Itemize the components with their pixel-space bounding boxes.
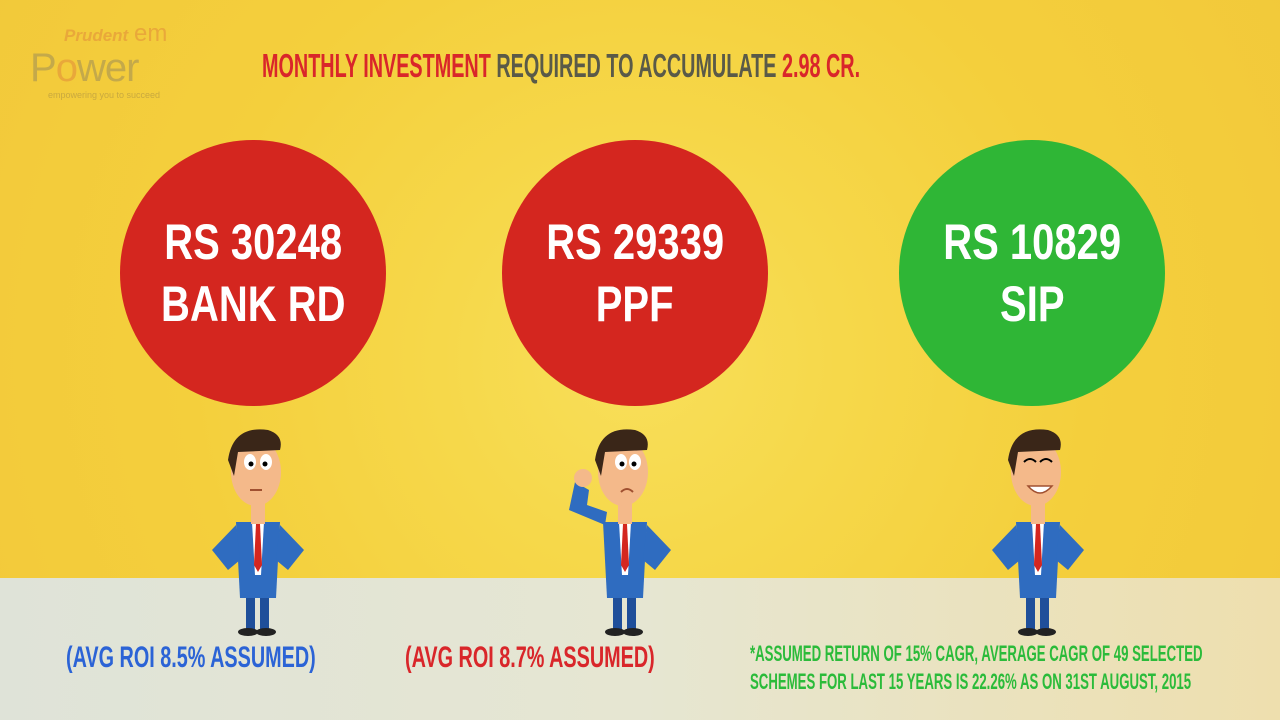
logo-text: Power	[30, 46, 139, 90]
option-name: SIP	[999, 276, 1065, 332]
amount: RS 30248	[164, 214, 342, 270]
ppf-roi-note: (AVG ROI 8.7% ASSUMED)	[405, 641, 655, 674]
logo-tagline: empowering you to succeed	[48, 90, 161, 100]
man-confused-illustration	[569, 429, 671, 636]
option-name: BANK RD	[160, 276, 346, 332]
man-happy-illustration	[992, 429, 1084, 636]
amount: RS 29339	[546, 214, 724, 270]
bank-rd-roi-note: (AVG ROI 8.5% ASSUMED)	[66, 641, 316, 674]
amount: RS 10829	[943, 214, 1121, 270]
page-title: MONTHLY INVESTMENT REQUIRED TO ACCUMULAT…	[262, 47, 861, 84]
ppf-circle: RS 29339 PPF	[502, 140, 768, 406]
ground-band	[0, 578, 1280, 720]
logo-text: Prudent	[64, 26, 129, 45]
sip-circle: RS 10829 SIP	[899, 140, 1165, 406]
logo: Prudent em Power empowering you to succe…	[30, 22, 190, 104]
bank-rd-circle: RS 30248 BANK RD	[120, 140, 386, 406]
option-name: PPF	[596, 276, 674, 332]
man-neutral-illustration	[212, 429, 304, 636]
sip-footnote: *ASSUMED RETURN OF 15% CAGR, AVERAGE CAG…	[750, 641, 1203, 694]
logo-text: em	[134, 20, 168, 47]
